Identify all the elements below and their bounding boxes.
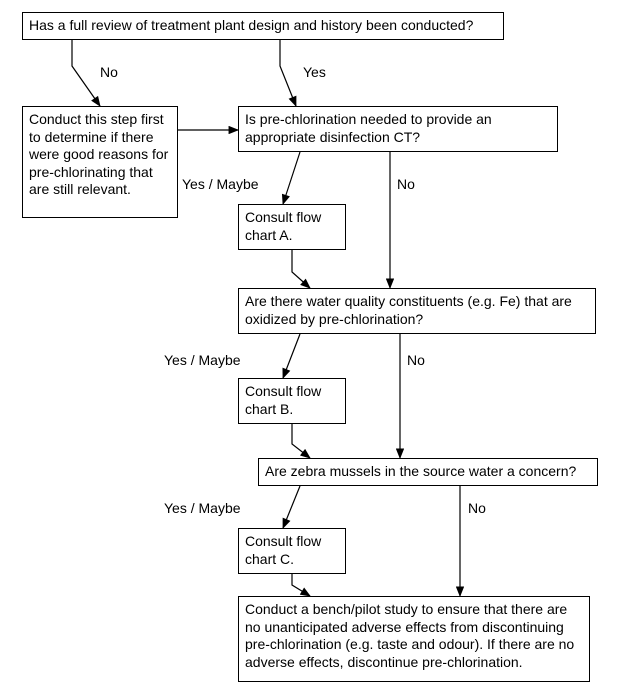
node-constituents-oxidized: Are there water quality constituents (e.… (238, 288, 596, 334)
node-consult-c: Consult flow chart C. (238, 528, 346, 574)
node-text: Has a full review of treatment plant des… (29, 17, 473, 33)
edge-e10 (283, 486, 300, 528)
edge-e12 (292, 574, 310, 596)
flowchart-canvas: Has a full review of treatment plant des… (0, 0, 625, 688)
node-prechlorination-needed: Is pre-chlorination needed to provide an… (238, 106, 558, 152)
node-text: Conduct this step first to determine if … (29, 111, 168, 197)
node-text: Are zebra mussels in the source water a … (265, 463, 576, 479)
node-text: Conduct a bench/pilot study to ensure th… (245, 601, 574, 670)
node-text: Consult flow chart A. (245, 209, 321, 243)
edge-label-no: No (407, 352, 425, 369)
edge-label-yes-maybe: Yes / Maybe (182, 176, 259, 193)
edge-e4 (283, 152, 300, 204)
edge-label-yes: Yes (303, 64, 326, 81)
node-text: Is pre-chlorination needed to provide an… (245, 111, 492, 145)
edge-label-no: No (397, 176, 415, 193)
edge-label-yes-maybe: Yes / Maybe (164, 352, 241, 369)
node-consult-a: Consult flow chart A. (238, 204, 346, 250)
node-consult-b: Consult flow chart B. (238, 378, 346, 424)
edges-layer (0, 0, 625, 688)
node-bench-pilot: Conduct a bench/pilot study to ensure th… (238, 596, 590, 682)
edge-label-no: No (100, 64, 118, 81)
edge-label-yes-maybe: Yes / Maybe (164, 500, 241, 517)
edge-e9 (292, 424, 310, 458)
edge-e1 (72, 40, 100, 106)
node-text: Consult flow chart B. (245, 383, 321, 417)
edge-label-no: No (468, 500, 486, 517)
edge-e6 (292, 250, 310, 288)
node-conduct-first: Conduct this step first to determine if … (22, 106, 178, 218)
node-zebra-mussels: Are zebra mussels in the source water a … (258, 458, 598, 486)
node-text: Are there water quality constituents (e.… (245, 293, 572, 327)
edge-e2 (280, 40, 296, 106)
node-text: Consult flow chart C. (245, 533, 321, 567)
node-review-conducted: Has a full review of treatment plant des… (22, 12, 504, 40)
edge-e7 (283, 334, 300, 378)
